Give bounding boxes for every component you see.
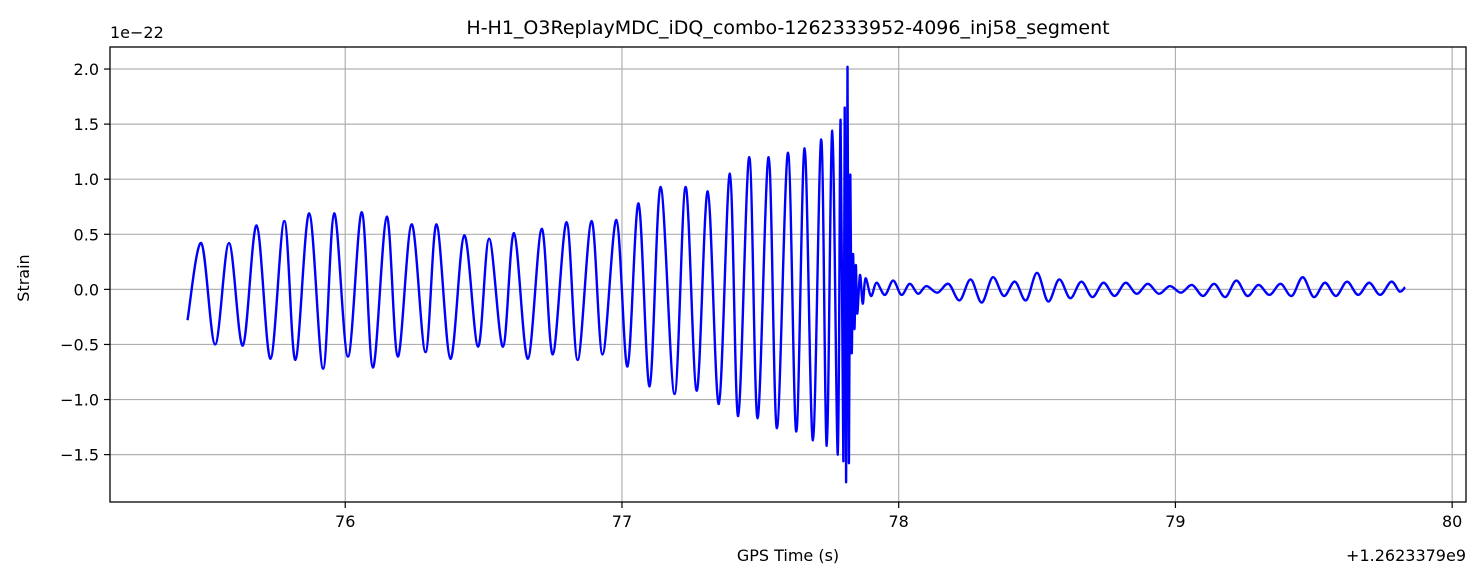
plot-area: [110, 47, 1466, 502]
strain-series-line: [186, 65, 1406, 484]
series-layer: [186, 65, 1406, 484]
grid: [110, 47, 1466, 502]
y-tick-label: 2.0: [74, 60, 99, 79]
x-offset-label: +1.2623379e9: [1346, 546, 1466, 565]
x-tick-label: 77: [612, 512, 632, 531]
x-axis: 76 77 78 79 80: [335, 502, 1462, 531]
chart-title: H-H1_O3ReplayMDC_iDQ_combo-1262333952-40…: [466, 17, 1109, 39]
x-tick-label: 76: [335, 512, 355, 531]
y-tick-label: 1.5: [74, 115, 99, 134]
y-tick-label: −0.5: [60, 335, 99, 354]
x-tick-label: 80: [1442, 512, 1462, 531]
y-tick-label: 1.0: [74, 170, 99, 189]
y-axis: −1.5 −1.0 −0.5 0.0 0.5 1.0 1.5 2.0: [60, 60, 110, 465]
y-tick-label: 0.0: [74, 280, 99, 299]
plot-frame: [109, 46, 1467, 503]
x-axis-label: GPS Time (s): [737, 546, 839, 565]
y-tick-label: −1.5: [60, 446, 99, 465]
y-tick-label: −1.0: [60, 391, 99, 410]
y-scale-label: 1e−22: [110, 23, 164, 42]
y-tick-label: 0.5: [74, 225, 99, 244]
y-axis-label: Strain: [14, 254, 33, 301]
x-tick-label: 78: [889, 512, 909, 531]
x-tick-label: 79: [1165, 512, 1185, 531]
